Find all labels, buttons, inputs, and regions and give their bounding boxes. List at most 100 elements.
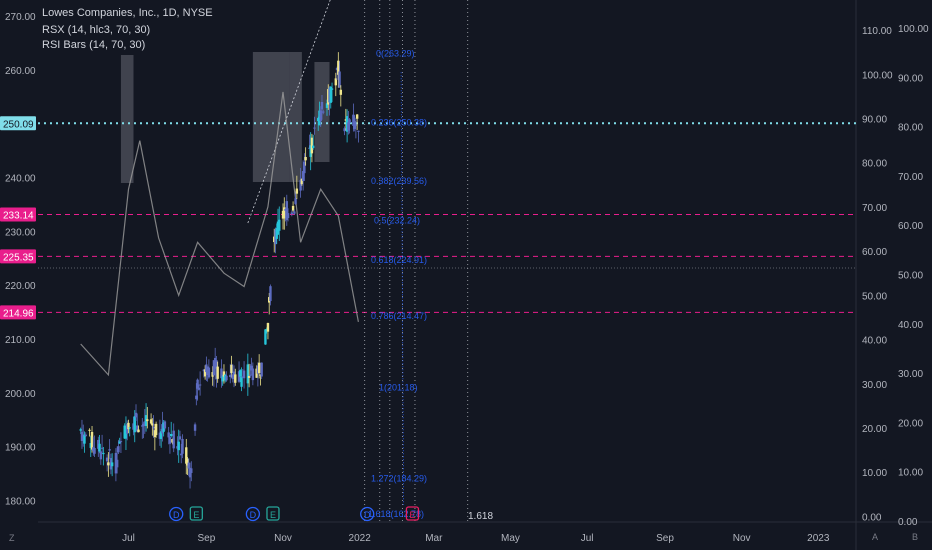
candle-body [127, 422, 130, 430]
candle-body [255, 368, 258, 378]
fib-base-line [400, 72, 405, 506]
rsi-tick-label: 50.00 [898, 271, 923, 282]
price-tick-label: 240.00 [5, 174, 36, 185]
candle-body [108, 449, 111, 451]
rsx-line [80, 91, 359, 377]
candle-body [246, 364, 250, 384]
candle-body [114, 452, 118, 474]
candle-body [231, 374, 234, 380]
candle-body [159, 431, 163, 439]
rsx-tick-label: 30.00 [862, 380, 887, 391]
candle-body [251, 368, 255, 381]
log-scale-button[interactable]: B [912, 532, 919, 542]
candle-body [117, 446, 120, 453]
time-tick-label: 2023 [807, 533, 830, 544]
candle-body [308, 147, 311, 149]
candle-body [89, 443, 92, 448]
indicator-rsx-label[interactable]: RSX (14, hlc3, 70, 30) [42, 24, 151, 36]
price-tick-label: 260.00 [5, 66, 36, 77]
candle-body [247, 376, 251, 378]
candle-body [152, 426, 155, 429]
candle-body [195, 395, 198, 400]
candle-body [167, 432, 170, 438]
candle-body [83, 434, 86, 444]
candle-body [327, 89, 330, 105]
candle-body [149, 419, 153, 424]
candle-body [334, 78, 337, 86]
candle-body [92, 447, 95, 452]
candle-body [222, 371, 226, 377]
candle-body [264, 329, 267, 345]
candle-body [124, 427, 128, 439]
rsi-overbought-zone [252, 52, 290, 182]
price-level-badge-label: 250.09 [3, 119, 34, 130]
candle-body [206, 366, 209, 376]
time-tick-label: Nov [733, 533, 751, 544]
candle-body [187, 462, 190, 469]
candle-body [335, 67, 339, 71]
candle-body [348, 119, 351, 123]
auto-scale-button[interactable]: A [872, 532, 879, 542]
candle-body [337, 60, 340, 75]
candle-body [107, 462, 110, 466]
candle-body [285, 201, 288, 220]
rsi-tick-label: 20.00 [898, 418, 923, 429]
fib-level-label: 0.786(214.47) [371, 311, 427, 321]
candle-body [102, 452, 105, 455]
price-tick-label: 180.00 [5, 496, 36, 507]
fib-level-label: 0.236(250.38) [371, 118, 427, 128]
time-tick-label: Jul [122, 533, 135, 544]
candle-body [283, 207, 286, 219]
indicator-rsi-bars-label[interactable]: RSI Bars (14, 70, 30) [42, 39, 146, 51]
candle-body [260, 362, 263, 377]
candle-body [240, 377, 243, 387]
fib-level-label: 0.5(232.24) [374, 215, 420, 225]
rsx-tick-label: 50.00 [862, 291, 887, 302]
candle-body [299, 180, 302, 191]
rsi-overbought-zone [289, 52, 302, 182]
timezone-button[interactable]: Z [9, 533, 15, 543]
candle-body [177, 441, 180, 451]
candle-body [343, 128, 346, 132]
candle-body [344, 119, 348, 121]
candle-body [128, 427, 131, 429]
earnings-marker-label: E [193, 510, 199, 520]
candle-body [325, 103, 329, 108]
time-tick-label: Sep [656, 533, 674, 544]
candle-body [137, 429, 140, 433]
candle-body [190, 468, 193, 473]
rsx-tick-label: 40.00 [862, 336, 887, 347]
candle-body [207, 367, 211, 378]
candle-body [303, 162, 306, 174]
candle-body [339, 89, 343, 95]
candle-body [142, 423, 145, 427]
candle-body [221, 376, 224, 382]
candle-body [80, 431, 84, 441]
rsi-tick-label: 80.00 [898, 123, 923, 134]
fib-extension-label: 1.618 [468, 511, 493, 522]
candle-body [133, 416, 136, 433]
candle-body [319, 110, 322, 122]
candle-body [330, 88, 334, 90]
rsx-tick-label: 60.00 [862, 247, 887, 258]
dividend-marker-label: D [173, 510, 180, 520]
candle-body [230, 364, 233, 373]
candle-body [355, 114, 359, 119]
candle-body [109, 458, 113, 470]
candle-body [212, 360, 216, 376]
candle-body [304, 157, 307, 161]
rsi-overbought-zone [120, 55, 134, 183]
rsx-tick-label: 100.00 [862, 70, 893, 81]
candle-body [216, 366, 219, 379]
candle-body [274, 229, 277, 245]
candle-body [281, 210, 285, 219]
price-tick-label: 200.00 [5, 389, 36, 400]
candle-body [311, 145, 315, 149]
candle-body [188, 467, 192, 478]
fib-level-label: 0(263.29) [376, 48, 415, 58]
candle-body [241, 376, 245, 378]
candle-body [176, 446, 179, 449]
dividend-marker [245, 506, 261, 522]
